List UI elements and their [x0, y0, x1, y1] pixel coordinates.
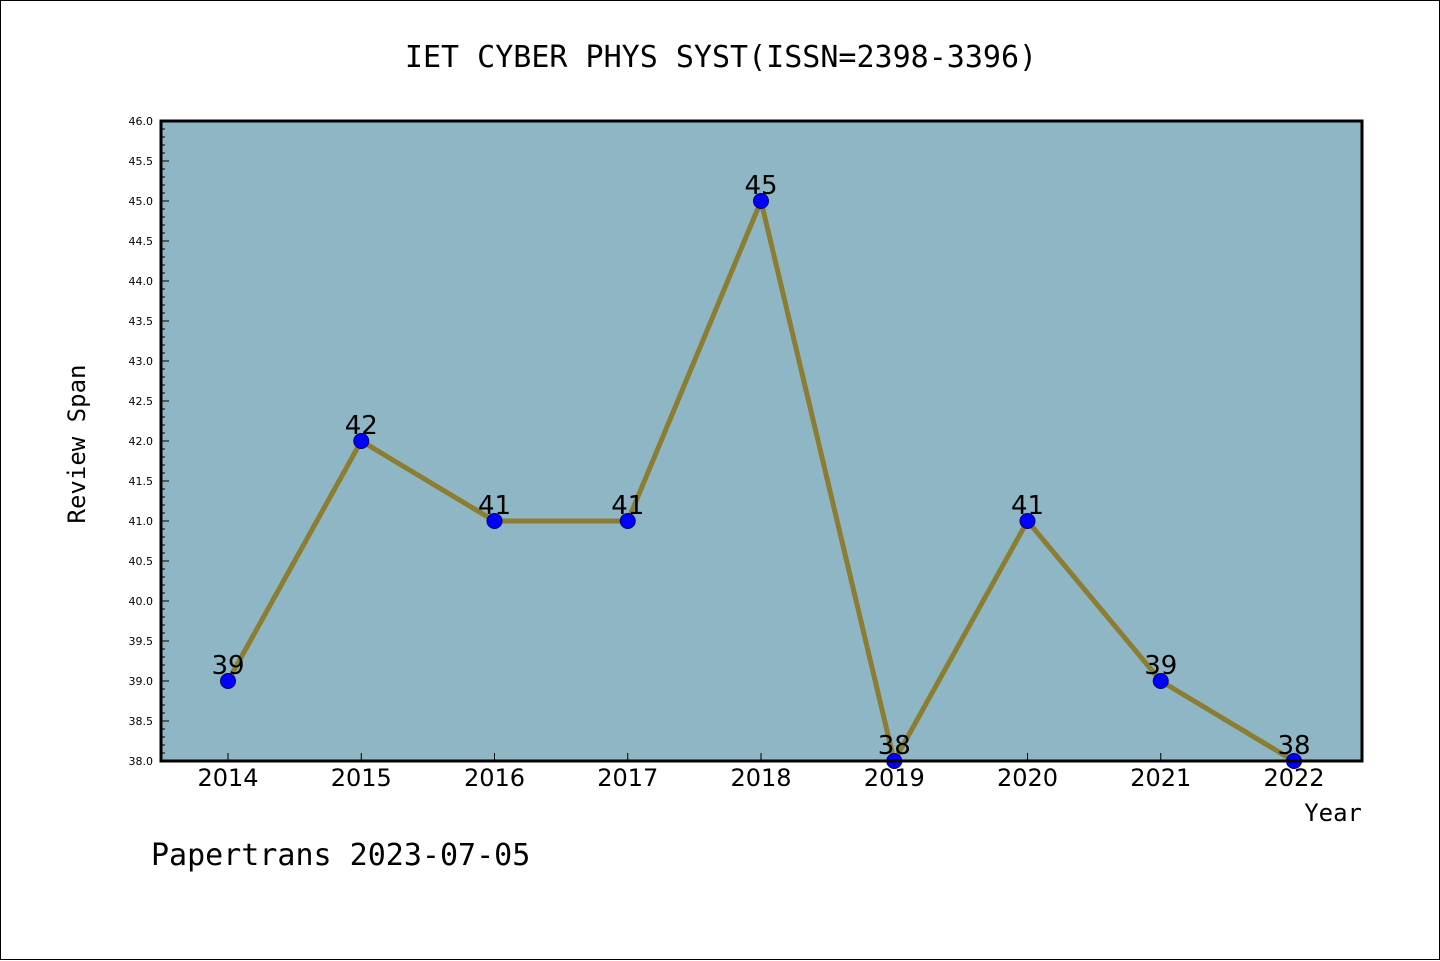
y-tick-label: 40.0 — [129, 595, 154, 608]
plot-area — [161, 121, 1362, 761]
y-tick-label: 44.0 — [129, 275, 154, 288]
y-tick-label: 39.5 — [129, 635, 154, 648]
y-tick-label: 39.0 — [129, 675, 154, 688]
x-tick-label: 2020 — [997, 764, 1058, 792]
chart-title: IET CYBER PHYS SYST(ISSN=2398-3396) — [405, 40, 1037, 75]
data-label: 41 — [1011, 491, 1044, 521]
y-tick-label: 43.0 — [129, 355, 154, 368]
x-tick-label: 2015 — [331, 764, 392, 792]
data-point — [1019, 513, 1036, 529]
y-tick-label: 42.5 — [129, 395, 154, 408]
y-tick-label: 43.5 — [129, 315, 154, 328]
data-point — [1152, 673, 1169, 689]
data-label: 45 — [744, 171, 777, 201]
y-tick-label: 40.5 — [129, 555, 154, 568]
data-point — [619, 513, 636, 529]
data-point — [353, 433, 370, 449]
y-tick-label: 41.5 — [129, 475, 154, 488]
data-point — [486, 513, 503, 529]
y-axis-title: Review Span — [63, 365, 91, 524]
x-tick-label: 2014 — [197, 764, 258, 792]
data-label: 38 — [878, 731, 911, 761]
y-tick-label: 46.0 — [129, 115, 154, 128]
plot-frame — [159, 119, 1364, 763]
y-axis: 38.0 38.5 39.0 39.5 40.0 40.5 41.0 41.5 42.0 42.5… — [129, 115, 169, 768]
footer-credit: Papertrans 2023-07-05 — [151, 838, 530, 873]
x-tick-label: 2016 — [464, 764, 525, 792]
y-tick-label: 45.5 — [129, 155, 154, 168]
data-point — [220, 673, 236, 689]
data-label: 42 — [345, 411, 378, 441]
data-label: 38 — [1277, 731, 1310, 761]
data-label: 39 — [1144, 651, 1177, 681]
x-tick-label: 2017 — [597, 764, 658, 792]
x-tick-label: 2021 — [1130, 764, 1191, 792]
x-tick-label: 2018 — [730, 764, 791, 792]
data-label: 39 — [211, 651, 244, 681]
data-label: 41 — [611, 491, 644, 521]
x-axis-title: Year — [1304, 799, 1362, 827]
data-label: 41 — [478, 491, 511, 521]
y-tick-label: 44.5 — [129, 235, 154, 248]
y-tick-label: 42.0 — [129, 435, 154, 448]
data-label-group: 39 42 41 41 45 38 41 39 38 — [211, 171, 1310, 761]
y-tick-label: 45.0 — [129, 195, 154, 208]
data-point — [753, 193, 769, 209]
y-tick-label: 38.5 — [129, 715, 154, 728]
y-tick-label: 41.0 — [129, 515, 154, 528]
y-tick-label: 38.0 — [129, 755, 154, 768]
